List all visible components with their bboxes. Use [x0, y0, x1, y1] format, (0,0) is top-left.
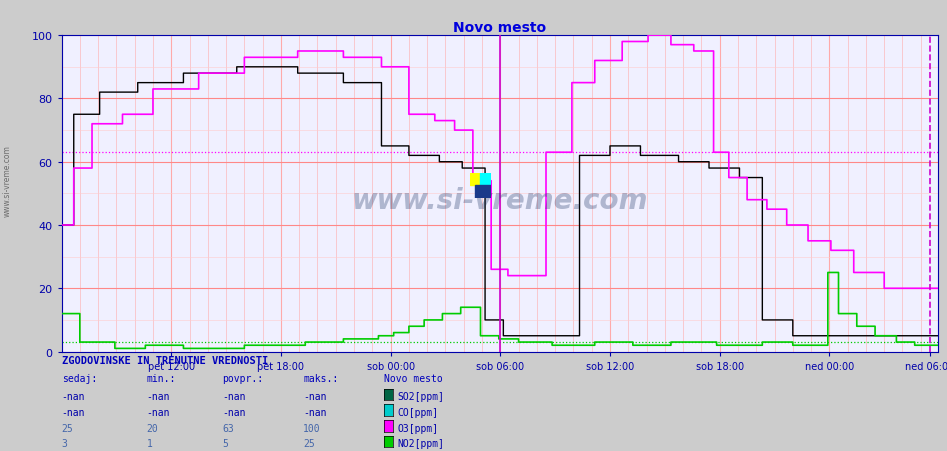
Text: sedaj:: sedaj: [62, 373, 97, 383]
Text: 25: 25 [62, 423, 73, 433]
Text: -nan: -nan [62, 407, 85, 417]
Text: maks.:: maks.: [303, 373, 338, 383]
Text: www.si-vreme.com: www.si-vreme.com [3, 144, 12, 216]
Text: Novo mesto: Novo mesto [384, 373, 442, 383]
Text: 20: 20 [147, 423, 158, 433]
Polygon shape [475, 186, 491, 198]
Bar [470, 174, 480, 186]
Text: 100: 100 [303, 423, 321, 433]
Text: NO2[ppm]: NO2[ppm] [398, 438, 445, 448]
Text: -nan: -nan [147, 391, 170, 401]
Text: 1: 1 [147, 438, 152, 448]
Title: Novo mesto: Novo mesto [453, 21, 546, 35]
Text: -nan: -nan [303, 407, 327, 417]
Text: 3: 3 [62, 438, 67, 448]
Text: min.:: min.: [147, 373, 176, 383]
Text: ZGODOVINSKE IN TRENUTNE VREDNOSTI: ZGODOVINSKE IN TRENUTNE VREDNOSTI [62, 355, 268, 365]
Text: -nan: -nan [223, 407, 246, 417]
Text: CO[ppm]: CO[ppm] [398, 407, 438, 417]
Text: 5: 5 [223, 438, 228, 448]
Text: www.si-vreme.com: www.si-vreme.com [351, 186, 648, 214]
Text: -nan: -nan [62, 391, 85, 401]
Text: -nan: -nan [147, 407, 170, 417]
Text: -nan: -nan [303, 391, 327, 401]
Bar [480, 174, 491, 186]
Text: -nan: -nan [223, 391, 246, 401]
Text: O3[ppm]: O3[ppm] [398, 423, 438, 433]
Text: povpr.:: povpr.: [223, 373, 263, 383]
Text: SO2[ppm]: SO2[ppm] [398, 391, 445, 401]
Text: 63: 63 [223, 423, 234, 433]
Text: 25: 25 [303, 438, 314, 448]
